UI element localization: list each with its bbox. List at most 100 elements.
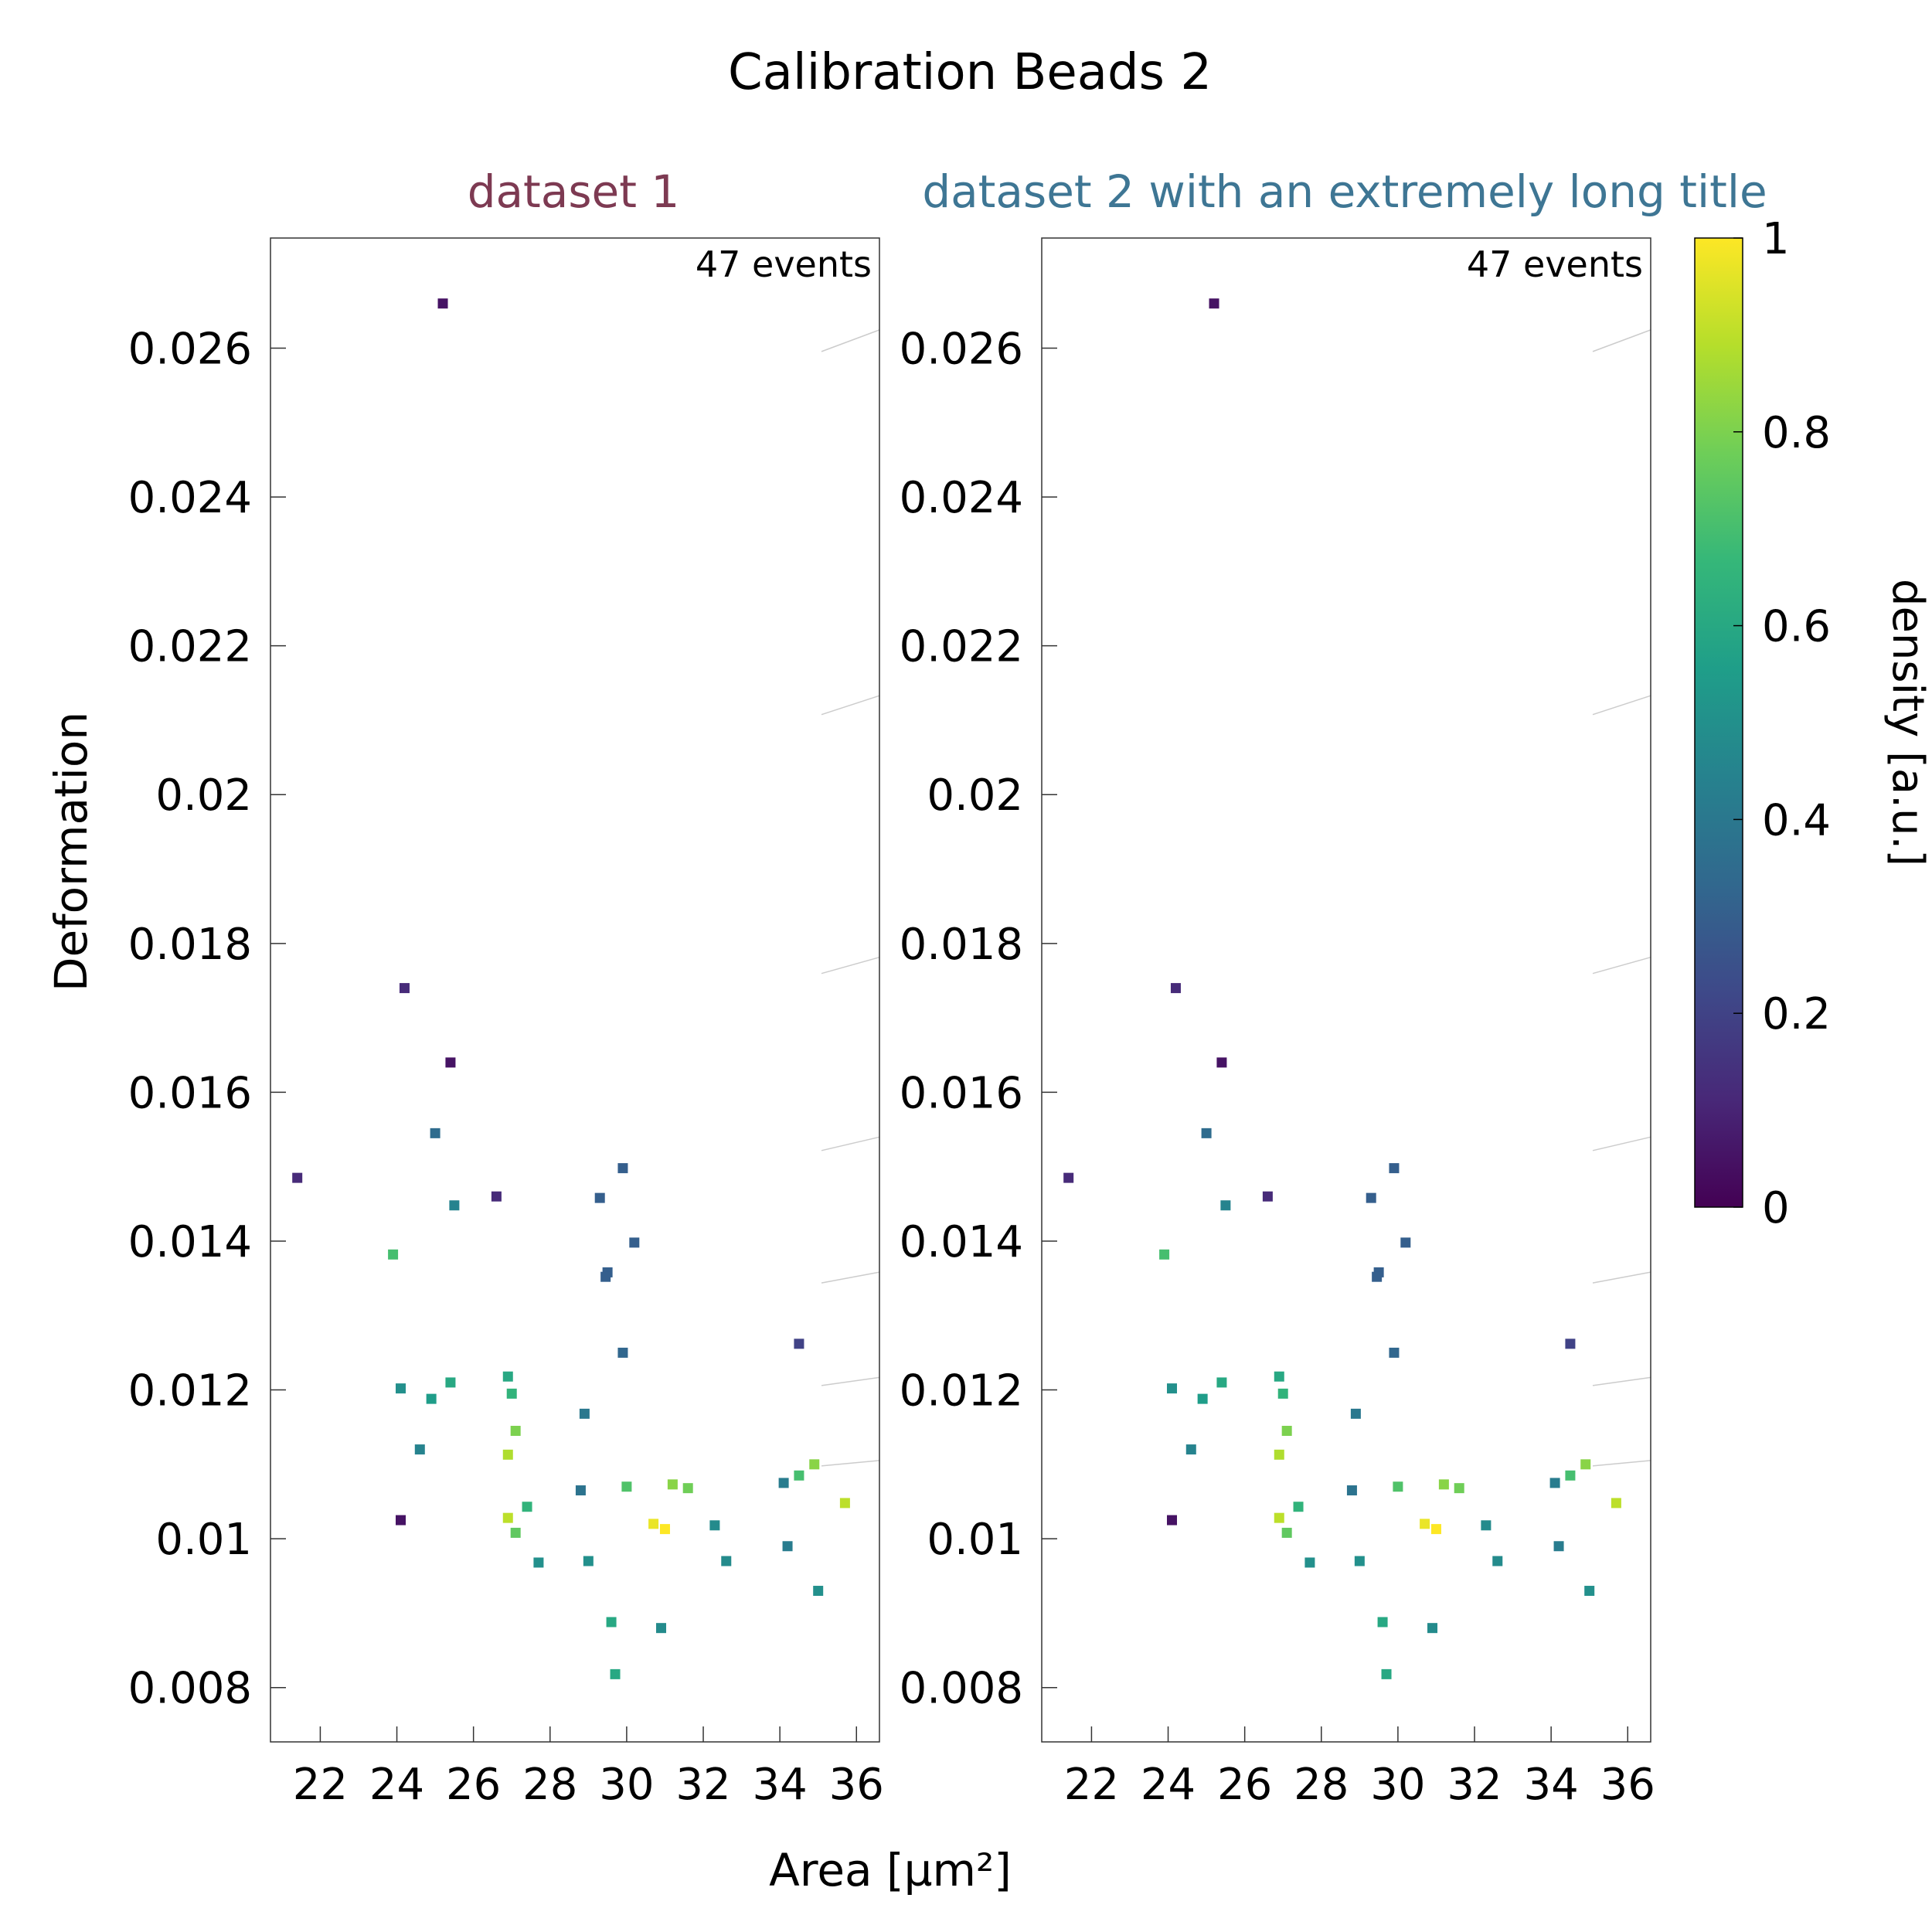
data-point [1400,1237,1411,1248]
data-point [1216,1057,1227,1068]
data-point [659,1524,670,1535]
data-point [522,1502,532,1512]
y-tick-label: 0.024 [128,473,252,523]
data-point [1354,1556,1365,1566]
data-point [533,1557,544,1568]
plot-frame [1041,237,1651,1743]
y-tick-label: 0.01 [927,1515,1023,1565]
data-point [794,1470,804,1481]
data-point [399,983,410,994]
contour-line [821,1136,880,1151]
x-tick-label: 24 [369,1760,424,1810]
x-tick-label: 28 [522,1760,577,1810]
contour-line [1592,1136,1651,1151]
data-point [388,1249,399,1260]
x-tick-label: 22 [293,1760,348,1810]
data-point [437,298,448,309]
x-tick-label: 36 [829,1760,884,1810]
data-point [1170,983,1181,994]
y-tick-label: 0.014 [900,1217,1023,1267]
data-point [292,1172,303,1183]
data-point [396,1515,406,1526]
data-point [1159,1249,1170,1260]
data-point [506,1388,517,1399]
data-point [445,1057,456,1068]
data-point [648,1519,659,1529]
data-point [1304,1557,1315,1568]
data-point [1481,1520,1492,1531]
x-tick-label: 32 [1447,1760,1502,1810]
data-point [1277,1388,1288,1399]
colorbar-tick-label: 0 [1762,1183,1790,1233]
x-tick-label: 22 [1064,1760,1119,1810]
x-tick-label: 26 [446,1760,501,1810]
x-tick-label: 36 [1600,1760,1655,1810]
data-point [1216,1377,1227,1388]
colorbar-label: density [a.u.] [1883,579,1932,866]
contour-line [1592,1271,1651,1284]
data-point [1553,1541,1564,1552]
data-point [594,1192,605,1203]
contour-line [1592,695,1651,716]
data-point [1281,1527,1292,1538]
y-tick-label: 0.008 [900,1664,1023,1714]
contour-line [821,1271,880,1284]
data-point [575,1485,586,1496]
contour-line [821,695,880,716]
y-tick-label: 0.026 [128,325,252,375]
colorbar-tick-label: 0.4 [1762,795,1831,845]
data-point [510,1426,521,1437]
data-point [610,1668,621,1679]
plot-frame [270,237,880,1743]
data-point [502,1512,513,1523]
contour-line [1592,329,1651,352]
y-tick-label: 0.012 [128,1366,252,1417]
data-point [1430,1524,1441,1535]
y-tick-label: 0.02 [927,770,1023,821]
data-point [809,1459,820,1470]
y-tick-label: 0.014 [128,1217,252,1267]
data-point [813,1586,824,1597]
data-point [721,1556,732,1566]
data-point [600,1271,611,1282]
x-tick-label: 30 [1370,1760,1425,1810]
data-point [1611,1498,1621,1509]
contour-line [1592,1376,1651,1386]
data-point [1350,1408,1361,1419]
colorbar-tick-label: 1 [1762,214,1790,264]
data-point [1346,1485,1357,1496]
data-point [1274,1512,1284,1523]
plot1-title: dataset 1 [468,165,680,218]
data-point [1565,1338,1576,1349]
y-tick-label: 0.018 [128,920,252,970]
data-point [445,1377,456,1388]
data-point [1389,1347,1400,1358]
data-point [1063,1172,1074,1183]
data-point [1185,1444,1196,1455]
figure-title: Calibration Beads 2 [728,44,1212,101]
colorbar: 0 0.2 0.4 0.6 0.8 1 density [a.u.] [1694,214,1932,1233]
data-point [1262,1191,1273,1202]
data-point [1389,1163,1400,1174]
y-tick-label: 0.026 [900,325,1023,375]
y-tick-label: 0.016 [128,1068,252,1118]
data-point [1167,1383,1178,1394]
data-point [1220,1200,1231,1211]
data-point [709,1520,720,1531]
colorbar-tick-label: 0.8 [1762,408,1831,458]
data-point [839,1498,850,1509]
x-tick-label: 34 [753,1760,808,1810]
plot-dataset-2: 0.008 0.01 0.012 0.014 0.016 0.018 0.02 0.022 0.… [900,237,1655,1810]
y-tick-label: 0.022 [128,622,252,672]
data-point [1420,1519,1430,1529]
data-point [502,1449,513,1460]
data-point [1372,1271,1383,1282]
data-point [449,1200,460,1211]
events-annotation: 47 events [1467,243,1643,285]
data-point [629,1237,640,1248]
data-point [617,1163,628,1174]
data-point [1438,1479,1449,1490]
contour-line [1592,956,1651,975]
data-point [1197,1393,1208,1404]
